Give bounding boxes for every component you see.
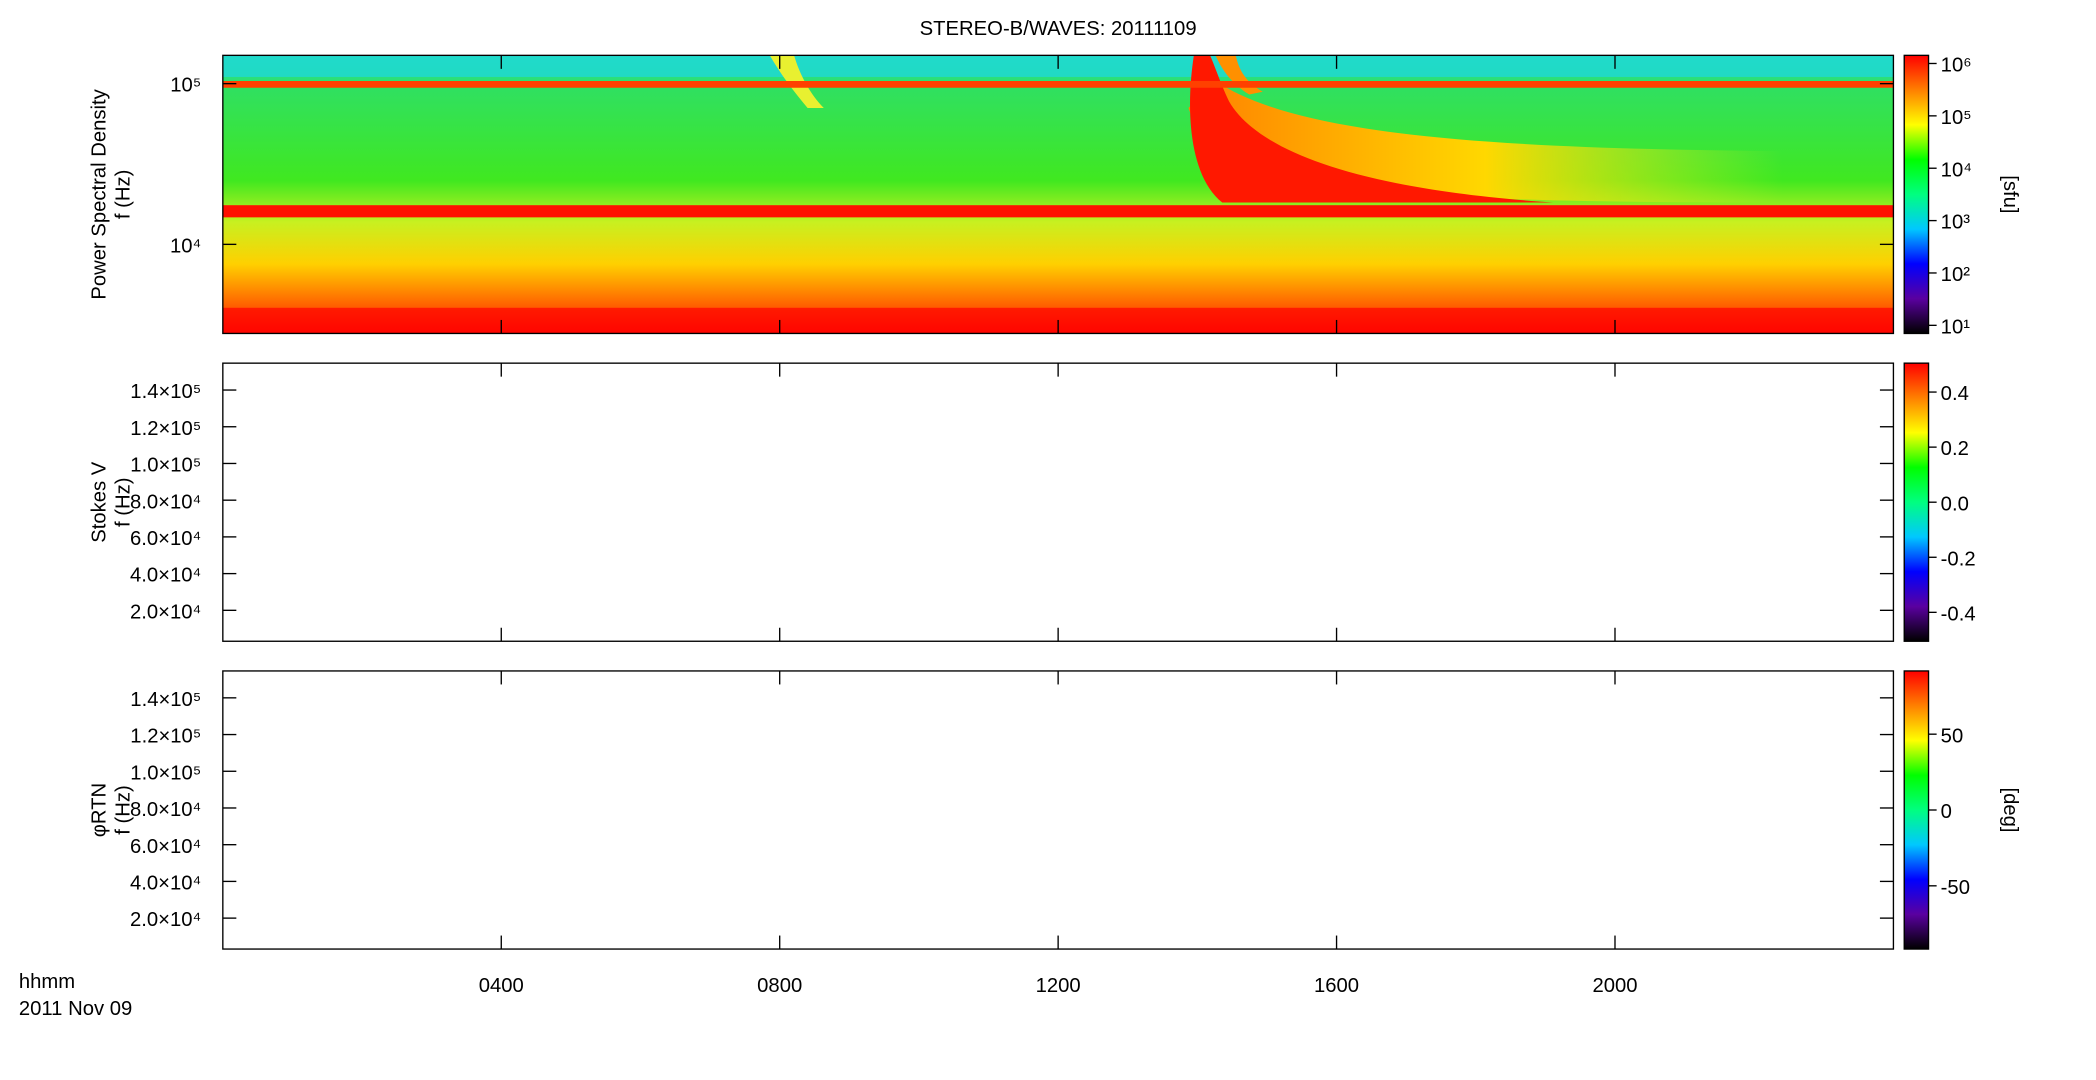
plot-frame bbox=[222, 362, 1895, 642]
y-tick-label: 4.0×10⁴ bbox=[130, 565, 201, 587]
plot-frame bbox=[222, 670, 1895, 950]
spectrogram-image bbox=[222, 55, 1894, 334]
y-tick-label: 1.0×10⁵ bbox=[130, 455, 201, 477]
y-tick-label: 4.0×10⁴ bbox=[130, 873, 201, 895]
x-tick-label: 2000 bbox=[1592, 975, 1637, 997]
y-tick-label: 10⁴ bbox=[170, 235, 201, 257]
y-tick-label: 1.2×10⁵ bbox=[130, 418, 201, 440]
colorbar-tick-label: 10⁴ bbox=[1941, 159, 1972, 181]
y-tick-label: 1.2×10⁵ bbox=[130, 726, 201, 748]
colorbar-tick-label: 10³ bbox=[1941, 212, 1971, 234]
y-axis-label: f (Hz) bbox=[113, 477, 135, 526]
colorbar-tick-label: 10² bbox=[1941, 264, 1971, 286]
colorbar-tick-label: 0 bbox=[1941, 801, 1952, 823]
colorbar bbox=[1903, 54, 1930, 335]
y-tick-label: 10⁵ bbox=[170, 75, 201, 97]
y-tick-label: 6.0×10⁴ bbox=[130, 836, 201, 858]
colorbar bbox=[1903, 670, 1930, 950]
x-tick-label: 0800 bbox=[757, 975, 802, 997]
y-tick-label: 1.4×10⁵ bbox=[130, 689, 201, 711]
y-axis-label: f (Hz) bbox=[113, 170, 135, 219]
y-axis-label: f (Hz) bbox=[113, 785, 135, 834]
colorbar-tick-label: 50 bbox=[1941, 725, 1964, 747]
y-tick-label: 8.0×10⁴ bbox=[130, 799, 201, 821]
x-tick-label: 1200 bbox=[1036, 975, 1081, 997]
y-axis-label: φRTN bbox=[88, 783, 110, 837]
y-tick-label: 6.0×10⁴ bbox=[130, 528, 201, 550]
colorbar-tick-label: -0.2 bbox=[1941, 548, 1976, 570]
colorbar-label: [sfu] bbox=[1999, 175, 2021, 213]
colorbar-tick-label: -0.4 bbox=[1941, 603, 1976, 625]
colorbar-tick-label: 10¹ bbox=[1941, 316, 1971, 338]
colorbar-tick-label: 10⁵ bbox=[1941, 107, 1972, 129]
colorbar-label: [deg] bbox=[1999, 787, 2021, 832]
date-label: 2011 Nov 09 bbox=[19, 998, 132, 1020]
x-tick-label: 1600 bbox=[1314, 975, 1359, 997]
y-tick-label: 8.0×10⁴ bbox=[130, 491, 201, 513]
y-tick-label: 2.0×10⁴ bbox=[130, 601, 201, 623]
y-axis-label: Stokes V bbox=[88, 461, 110, 543]
y-tick-label: 2.0×10⁴ bbox=[130, 909, 201, 931]
colorbar bbox=[1903, 362, 1930, 642]
colorbar-tick-label: 0.0 bbox=[1941, 493, 1969, 515]
colorbar-tick-label: 10⁶ bbox=[1941, 55, 1972, 77]
x-axis-label: hhmm bbox=[19, 971, 75, 993]
x-tick-label: 0400 bbox=[479, 975, 524, 997]
colorbar-tick-label: 0.2 bbox=[1941, 438, 1969, 460]
y-tick-label: 1.0×10⁵ bbox=[130, 762, 201, 784]
chart-title: STEREO-B/WAVES: 20111109 bbox=[920, 18, 1197, 40]
colorbar-tick-label: -50 bbox=[1941, 877, 1970, 899]
y-tick-label: 1.4×10⁵ bbox=[130, 381, 201, 403]
colorbar-tick-label: 0.4 bbox=[1941, 383, 1969, 405]
y-axis-label: Power Spectral Density bbox=[88, 88, 110, 299]
